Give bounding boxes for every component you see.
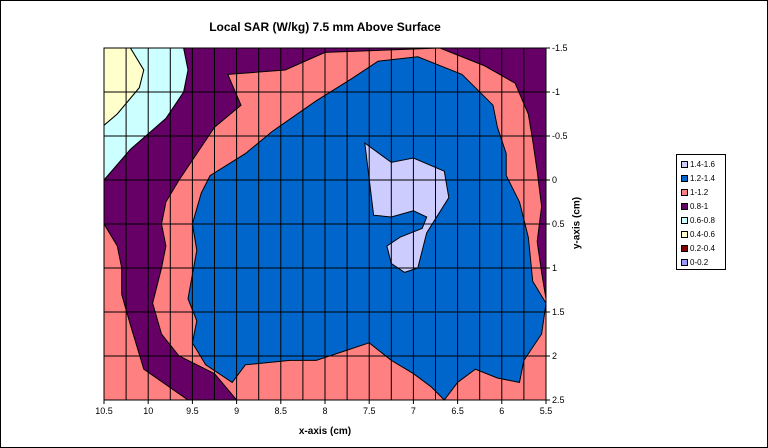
x-tick-label: 6.5 [451, 406, 464, 416]
y-tick-label: -1 [552, 87, 560, 97]
chart-title: Local SAR (W/kg) 7.5 mm Above Surface [209, 20, 441, 34]
legend-item: 0-0.2 [681, 255, 725, 269]
legend-label: 0.6-0.8 [690, 215, 715, 225]
legend-swatch [681, 230, 688, 238]
legend-swatch [681, 258, 688, 266]
legend: 1.4-1.6 1.2-1.4 1-1.2 0.8-1 0.6-0.8 0.4-0.6 0.… [676, 154, 726, 270]
legend-label: 1.2-1.4 [690, 173, 715, 183]
legend-label: 1-1.2 [690, 187, 709, 197]
y-tick-label: 2 [552, 351, 557, 361]
x-tick-label: 10.5 [95, 406, 113, 416]
legend-swatch [681, 188, 688, 196]
legend-item: 0.2-0.4 [681, 241, 725, 255]
x-axis-label: x-axis (cm) [298, 426, 352, 437]
y-tick-label: 0 [552, 175, 557, 185]
legend-swatch [681, 160, 688, 168]
y-tick-label: -1.5 [552, 43, 568, 53]
x-tick-label: 8 [322, 406, 327, 416]
legend-swatch [681, 244, 688, 252]
legend-item: 0.6-0.8 [681, 213, 725, 227]
x-tick-label: 8.5 [275, 406, 288, 416]
x-tick-label: 5.5 [540, 406, 553, 416]
legend-item: 1-1.2 [681, 185, 725, 199]
legend-item: 0.4-0.6 [681, 227, 725, 241]
x-tick-label: 9.5 [186, 406, 199, 416]
legend-swatch [681, 174, 688, 182]
legend-item: 0.8-1 [681, 199, 725, 213]
legend-label: 0.8-1 [690, 201, 709, 211]
y-tick-label: 2.5 [552, 395, 565, 405]
y-tick-label: 0.5 [552, 219, 565, 229]
legend-item: 1.2-1.4 [681, 171, 725, 185]
legend-label: 1.4-1.6 [690, 159, 715, 169]
y-tick-label: 1 [552, 263, 557, 273]
x-tick-label: 9 [234, 406, 239, 416]
legend-label: 0.2-0.4 [690, 243, 715, 253]
legend-swatch [681, 216, 688, 224]
legend-label: 0-0.2 [690, 257, 709, 267]
legend-label: 0.4-0.6 [690, 229, 715, 239]
x-tick-label: 7.5 [363, 406, 376, 416]
legend-item: 1.4-1.6 [681, 157, 725, 171]
x-tick-label: 7 [411, 406, 416, 416]
legend-swatch [681, 202, 688, 210]
y-tick-label: 1.5 [552, 307, 565, 317]
x-tick-label: 10 [143, 406, 153, 416]
x-tick-label: 6 [499, 406, 504, 416]
y-tick-label: -0.5 [552, 131, 568, 141]
